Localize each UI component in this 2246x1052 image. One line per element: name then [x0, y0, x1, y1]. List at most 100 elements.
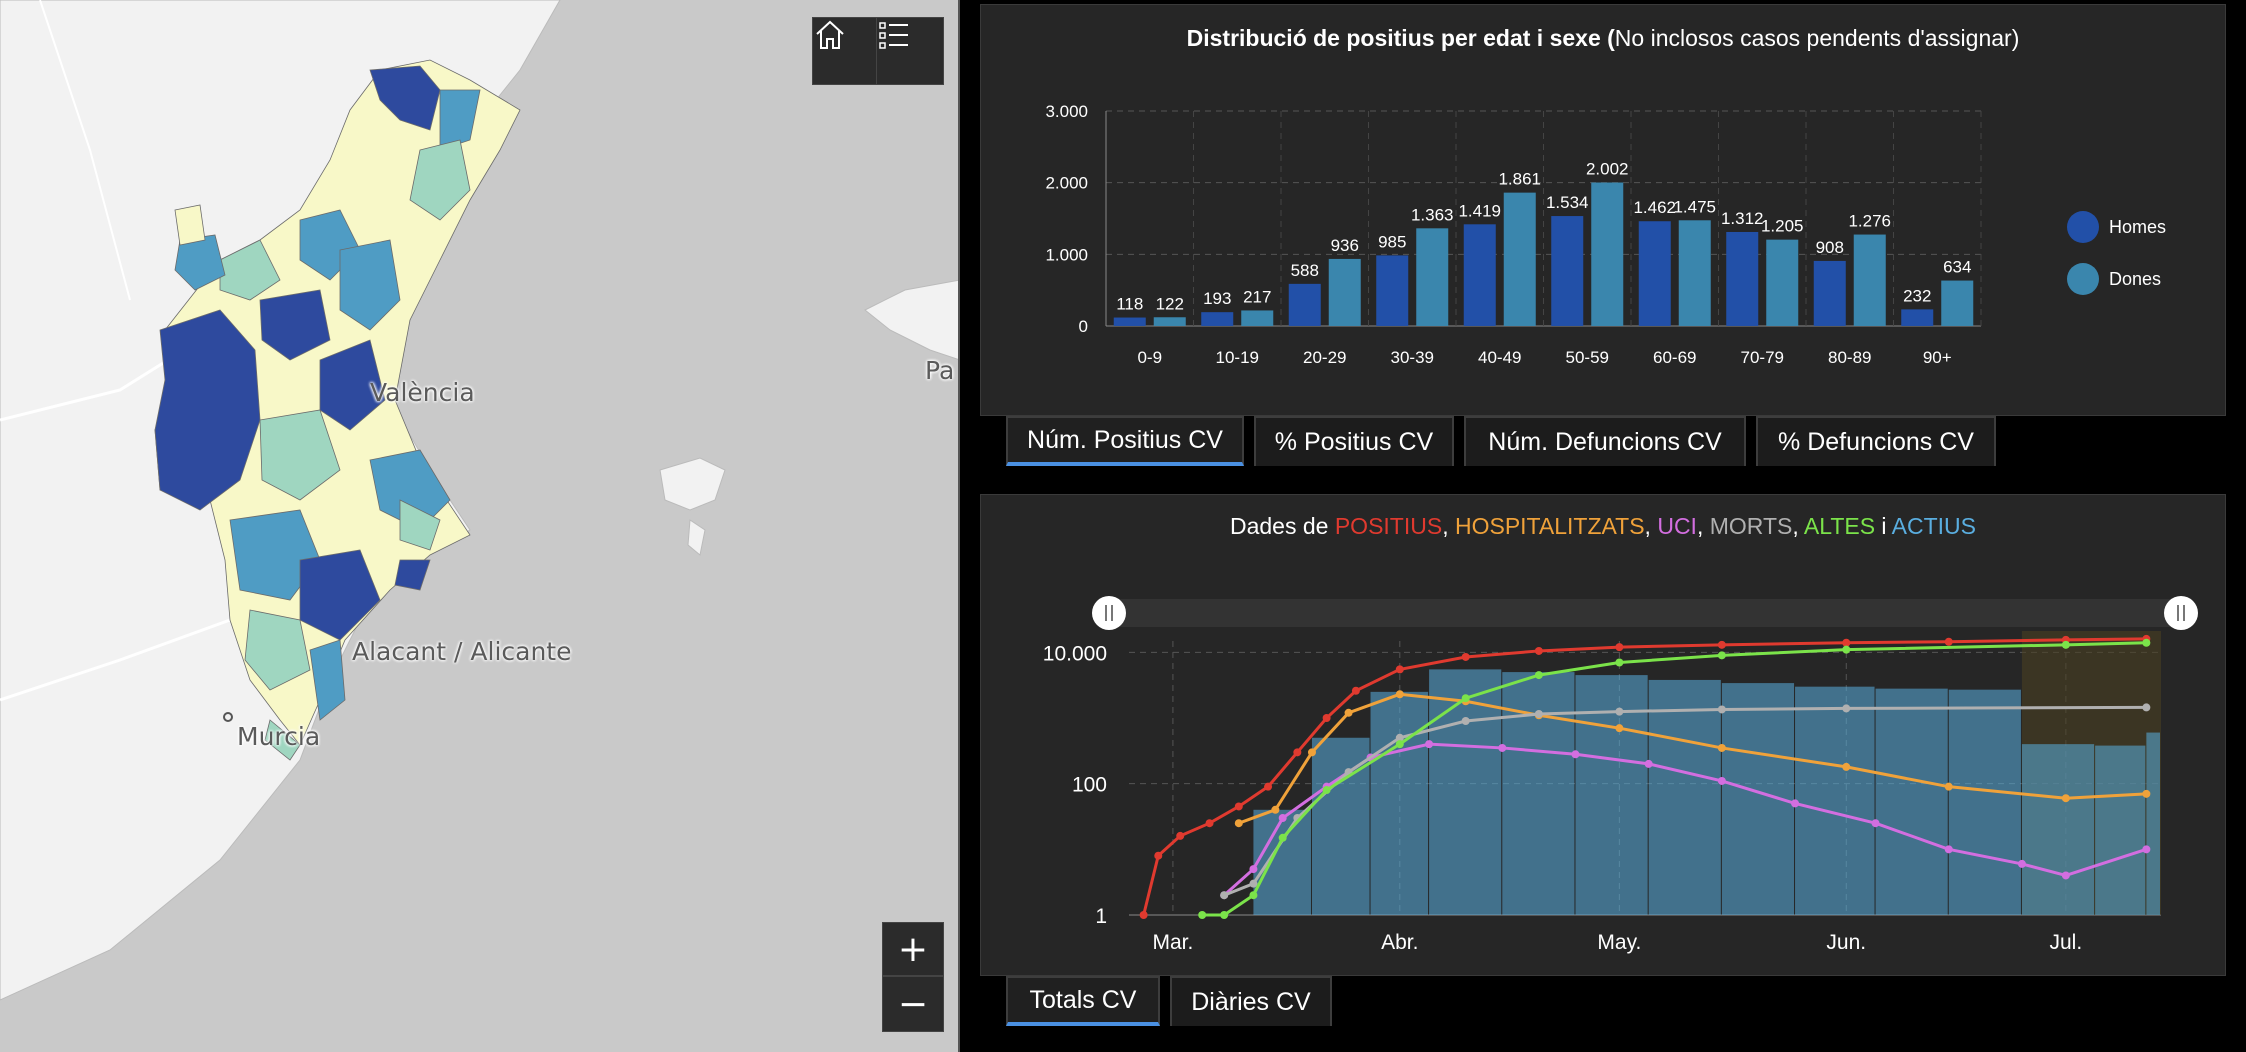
- point-positius[interactable]: [1154, 851, 1163, 860]
- point-uci[interactable]: [2017, 859, 2026, 868]
- zoom-in-button[interactable]: +: [882, 922, 944, 976]
- point-positius[interactable]: [1293, 748, 1302, 757]
- range-slider-track[interactable]: [1109, 599, 2181, 627]
- bar-dones[interactable]: [1591, 182, 1624, 326]
- point-hospitalitzats[interactable]: [1234, 819, 1243, 828]
- point-hospitalitzats[interactable]: [1307, 748, 1316, 757]
- bar-homes[interactable]: [1288, 283, 1321, 326]
- legend-list-button[interactable]: [876, 17, 944, 85]
- tab-pct-positius[interactable]: % Positius CV: [1254, 416, 1454, 466]
- tab-num-positius[interactable]: Núm. Positius CV: [1006, 416, 1244, 466]
- bar-homes[interactable]: [1901, 309, 1934, 326]
- point-hospitalitzats[interactable]: [2061, 794, 2070, 803]
- point-positius[interactable]: [1461, 652, 1470, 661]
- point-altes[interactable]: [1322, 786, 1331, 795]
- bar-dones[interactable]: [1241, 310, 1274, 326]
- point-altes[interactable]: [1615, 658, 1624, 667]
- tab-pct-defuncions[interactable]: % Defuncions CV: [1756, 416, 1996, 466]
- point-altes[interactable]: [1717, 651, 1726, 660]
- point-positius[interactable]: [1944, 637, 1953, 646]
- point-hospitalitzats[interactable]: [1717, 743, 1726, 752]
- point-uci[interactable]: [1944, 845, 1953, 854]
- point-positius[interactable]: [1534, 646, 1543, 655]
- bar-homes[interactable]: [1551, 216, 1584, 326]
- point-uci[interactable]: [2142, 845, 2151, 854]
- bar-dones[interactable]: [1678, 220, 1711, 326]
- point-uci[interactable]: [1498, 743, 1507, 752]
- point-uci[interactable]: [1871, 819, 1880, 828]
- point-altes[interactable]: [2142, 638, 2151, 647]
- point-hospitalitzats[interactable]: [1395, 690, 1404, 699]
- bar-homes[interactable]: [1376, 255, 1409, 326]
- bar-dones[interactable]: [1416, 228, 1449, 326]
- bar-homes[interactable]: [1201, 312, 1234, 326]
- point-morts[interactable]: [1534, 710, 1543, 719]
- point-hospitalitzats[interactable]: [1842, 762, 1851, 771]
- point-uci[interactable]: [1717, 776, 1726, 785]
- legend-dones[interactable]: Dones: [2067, 263, 2161, 295]
- point-uci[interactable]: [2061, 871, 2070, 880]
- point-altes[interactable]: [1534, 671, 1543, 680]
- bar-actius[interactable]: [1370, 691, 1429, 915]
- tab-num-defuncions[interactable]: Núm. Defuncions CV: [1464, 416, 1746, 466]
- point-hospitalitzats[interactable]: [1615, 724, 1624, 733]
- point-uci[interactable]: [1571, 750, 1580, 759]
- tab-totals[interactable]: Totals CV: [1006, 976, 1160, 1026]
- zoom-out-button[interactable]: −: [882, 976, 944, 1032]
- point-morts[interactable]: [1249, 879, 1258, 888]
- bar-actius[interactable]: [1502, 672, 1575, 915]
- point-positius[interactable]: [1717, 640, 1726, 649]
- bar-dones[interactable]: [1503, 192, 1536, 326]
- point-morts[interactable]: [1615, 707, 1624, 716]
- bar-dones[interactable]: [1941, 280, 1974, 326]
- point-uci[interactable]: [1791, 799, 1800, 808]
- point-altes[interactable]: [1278, 833, 1287, 842]
- point-hospitalitzats[interactable]: [2142, 789, 2151, 798]
- point-positius[interactable]: [1139, 911, 1148, 919]
- point-hospitalitzats[interactable]: [1271, 805, 1280, 814]
- bar-actius[interactable]: [2146, 732, 2160, 915]
- home-button[interactable]: [812, 17, 878, 85]
- point-morts[interactable]: [1461, 717, 1470, 726]
- bar-actius[interactable]: [1875, 688, 1948, 915]
- bar-dones[interactable]: [1853, 234, 1886, 326]
- point-altes[interactable]: [1249, 891, 1258, 900]
- point-altes[interactable]: [2061, 640, 2070, 649]
- bar-homes[interactable]: [1726, 231, 1759, 326]
- point-morts[interactable]: [1395, 733, 1404, 742]
- bar-actius[interactable]: [1948, 689, 2021, 915]
- bar-dones[interactable]: [1328, 258, 1361, 326]
- bar-actius[interactable]: [1795, 686, 1875, 915]
- point-altes[interactable]: [1220, 911, 1229, 919]
- bar-actius[interactable]: [1429, 669, 1502, 915]
- bar-actius[interactable]: [1311, 737, 1370, 915]
- point-positius[interactable]: [1395, 665, 1404, 674]
- bar-actius[interactable]: [2021, 744, 2095, 915]
- point-morts[interactable]: [1220, 891, 1229, 900]
- tab-diaries[interactable]: Diàries CV: [1170, 976, 1332, 1026]
- point-positius[interactable]: [1351, 686, 1360, 695]
- point-uci[interactable]: [1278, 814, 1287, 823]
- point-altes[interactable]: [1198, 911, 1207, 919]
- point-positius[interactable]: [1264, 782, 1273, 791]
- point-morts[interactable]: [1717, 705, 1726, 714]
- bar-homes[interactable]: [1638, 221, 1671, 326]
- bar-dones[interactable]: [1153, 317, 1186, 326]
- point-altes[interactable]: [1395, 740, 1404, 749]
- bar-actius[interactable]: [1575, 675, 1648, 915]
- point-hospitalitzats[interactable]: [1344, 708, 1353, 717]
- map-view[interactable]: València Alacant / Alicante Murcia Pa + …: [0, 0, 960, 1052]
- range-handle-left[interactable]: [1092, 596, 1126, 630]
- point-positius[interactable]: [1615, 643, 1624, 652]
- point-positius[interactable]: [1322, 713, 1331, 722]
- point-positius[interactable]: [1176, 831, 1185, 840]
- point-uci[interactable]: [1644, 759, 1653, 768]
- bar-actius[interactable]: [1253, 809, 1311, 915]
- point-altes[interactable]: [1461, 694, 1470, 703]
- point-morts[interactable]: [1842, 704, 1851, 713]
- line-positius[interactable]: [1142, 637, 2147, 916]
- point-positius[interactable]: [1842, 638, 1851, 647]
- bar-homes[interactable]: [1113, 317, 1146, 326]
- point-morts[interactable]: [2142, 703, 2151, 712]
- bar-actius[interactable]: [2095, 745, 2146, 915]
